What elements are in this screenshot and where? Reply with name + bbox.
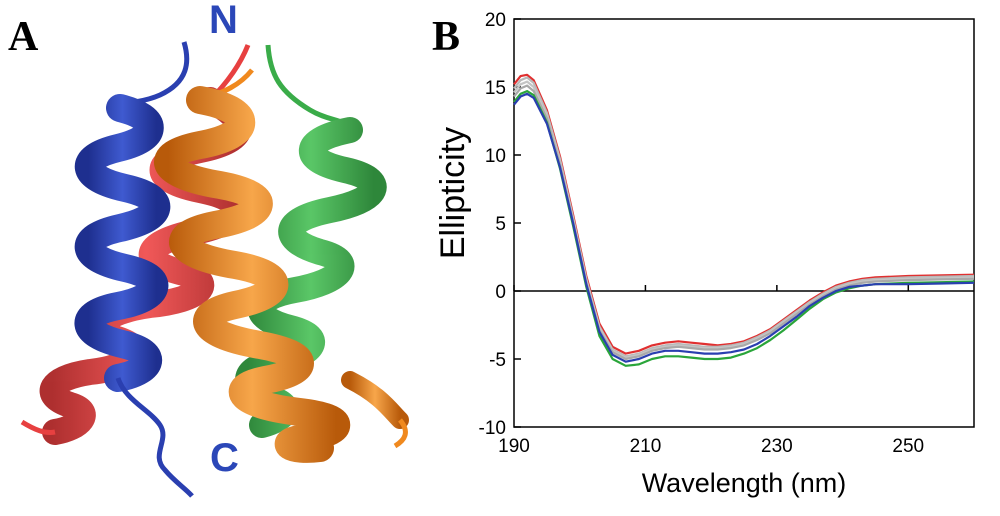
y-axis-title: Ellipticity	[434, 127, 472, 259]
y-tick-label: 10	[485, 146, 506, 167]
x-axis-title: Wavelength (nm)	[642, 468, 847, 498]
x-tick-label: 210	[630, 436, 662, 457]
series-line-5	[513, 89, 975, 367]
y-tick-label: -10	[479, 418, 506, 439]
panel-b-letter: B	[432, 14, 461, 60]
axis-ticks: -10 -5 0 5 10 15 20 190 210 230 250	[479, 10, 974, 457]
x-tick-label: 250	[892, 436, 924, 457]
panel-a-letter: A	[8, 14, 39, 60]
helix-bundle-illustration	[20, 41, 409, 498]
series-line-2	[513, 76, 975, 358]
plot-frame	[513, 18, 975, 428]
orange-helix	[154, 68, 409, 463]
series-group	[513, 73, 975, 367]
x-tick-label: 190	[498, 436, 530, 457]
n-terminus-label: N	[209, 0, 238, 42]
x-tick-label: 230	[761, 436, 793, 457]
series-line-1	[513, 73, 975, 355]
y-tick-label: 5	[495, 214, 506, 235]
series-line-3	[513, 80, 975, 359]
c-terminus-label: C	[210, 436, 239, 480]
series-line-4	[513, 84, 975, 361]
y-tick-label: 15	[485, 78, 506, 99]
series-line-6	[513, 92, 975, 363]
y-tick-label: 20	[485, 10, 506, 31]
blue-helix	[74, 41, 194, 498]
y-tick-label: 0	[495, 282, 506, 303]
y-tick-label: -5	[489, 350, 506, 371]
